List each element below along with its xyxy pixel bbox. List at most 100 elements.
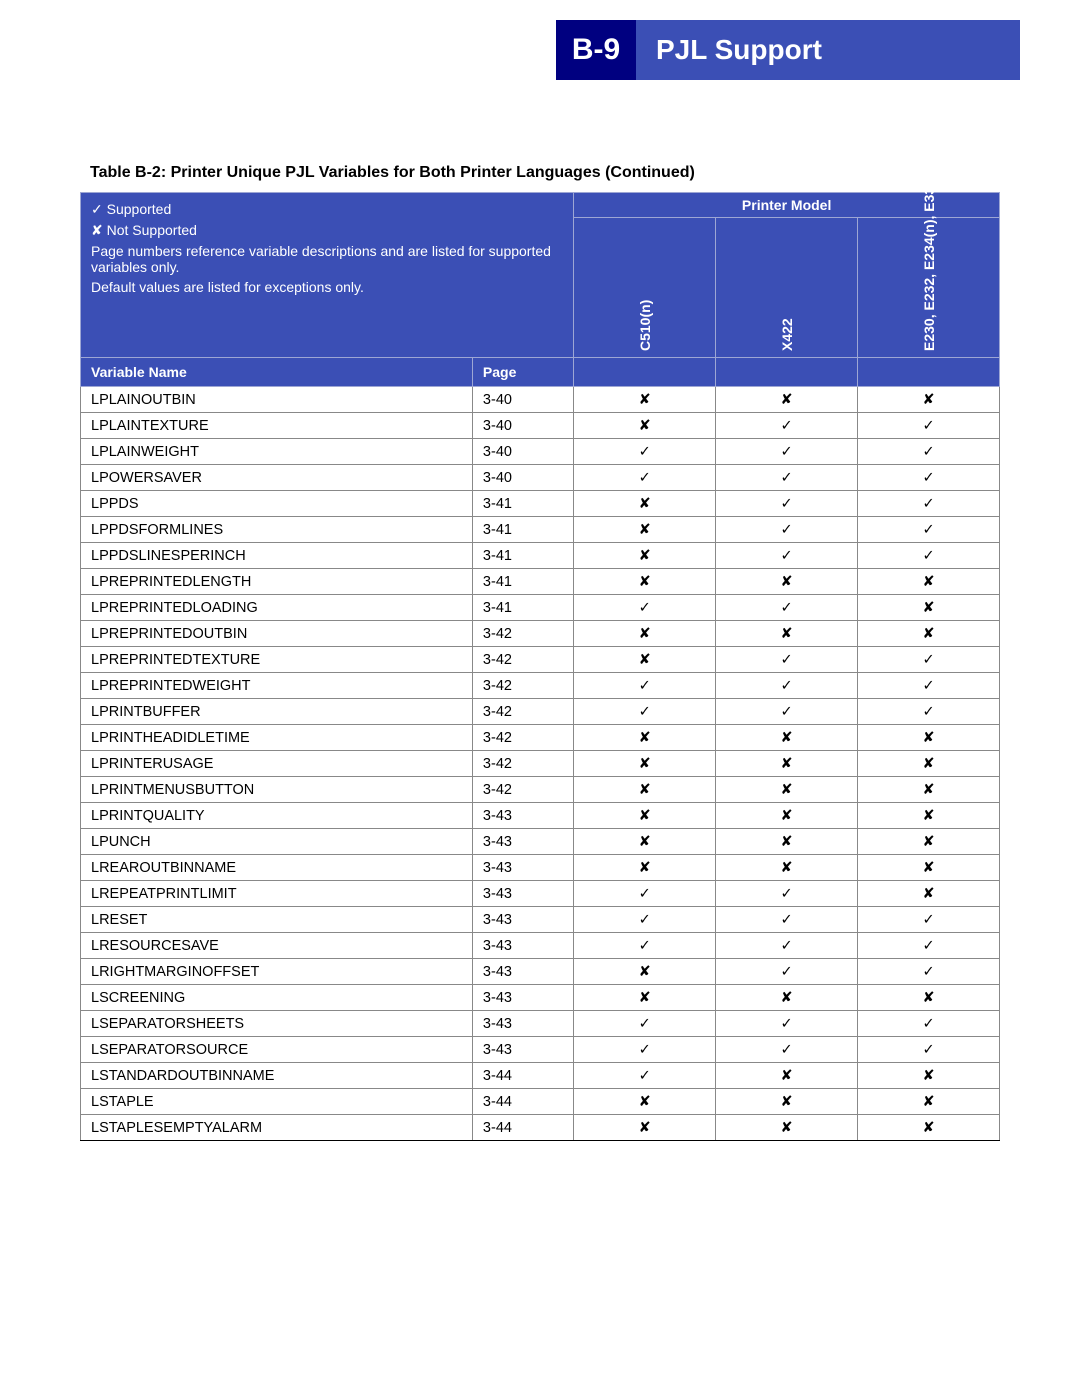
- support-cell: [716, 387, 858, 413]
- check-icon: [639, 1068, 651, 1084]
- support-cell: [716, 1115, 858, 1141]
- support-cell: [858, 673, 1000, 699]
- support-cell: [858, 829, 1000, 855]
- table-row: LPOWERSAVER3-40: [81, 465, 1000, 491]
- check-icon: [781, 522, 793, 538]
- support-cell: [574, 517, 716, 543]
- table-row: LSTAPLESEMPTYALARM3-44: [81, 1115, 1000, 1141]
- page-cell: 3-44: [472, 1115, 573, 1141]
- header-badge: B-9: [556, 20, 636, 80]
- table-row: LREPEATPRINTLIMIT3-43: [81, 881, 1000, 907]
- cross-icon: [922, 392, 934, 408]
- support-cell: [858, 413, 1000, 439]
- variable-name-cell: LPRINTERUSAGE: [81, 751, 473, 777]
- support-cell: [716, 673, 858, 699]
- support-cell: [858, 907, 1000, 933]
- variable-name-cell: LPLAINTEXTURE: [81, 413, 473, 439]
- blank-header: [858, 358, 1000, 387]
- model-col-2: E230, E232, E234(n), E330, E332n: [858, 218, 1000, 358]
- cross-icon: [922, 834, 934, 850]
- cross-icon: [91, 222, 103, 238]
- support-cell: [574, 777, 716, 803]
- cross-icon: [781, 1094, 793, 1110]
- cross-icon: [922, 756, 934, 772]
- table-row: LREAROUTBINNAME3-43: [81, 855, 1000, 881]
- legend-supported: Supported: [107, 201, 172, 217]
- check-icon: [781, 418, 793, 434]
- cross-icon: [922, 574, 934, 590]
- check-icon: [639, 938, 651, 954]
- support-cell: [858, 1037, 1000, 1063]
- page-cell: 3-43: [472, 1011, 573, 1037]
- check-icon: [922, 470, 934, 486]
- support-cell: [574, 569, 716, 595]
- check-icon: [781, 470, 793, 486]
- support-cell: [716, 621, 858, 647]
- check-icon: [781, 1016, 793, 1032]
- cross-icon: [922, 626, 934, 642]
- cross-icon: [781, 756, 793, 772]
- check-icon: [922, 418, 934, 434]
- legend-cell: Supported Not Supported Page numbers ref…: [81, 193, 574, 358]
- content-area: Table B-2: Printer Unique PJL Variables …: [80, 164, 1000, 1141]
- support-cell: [716, 517, 858, 543]
- variable-name-cell: LSTAPLE: [81, 1089, 473, 1115]
- page-cell: 3-44: [472, 1063, 573, 1089]
- check-icon: [922, 444, 934, 460]
- check-icon: [639, 886, 651, 902]
- support-cell: [574, 1115, 716, 1141]
- cross-icon: [639, 756, 651, 772]
- check-icon: [922, 678, 934, 694]
- support-cell: [716, 543, 858, 569]
- blank-header: [716, 358, 858, 387]
- support-cell: [574, 933, 716, 959]
- cross-icon: [639, 1120, 651, 1136]
- support-cell: [858, 543, 1000, 569]
- support-cell: [858, 1011, 1000, 1037]
- cross-icon: [639, 730, 651, 746]
- support-cell: [574, 595, 716, 621]
- check-icon: [639, 470, 651, 486]
- check-icon: [922, 652, 934, 668]
- table-row: LPREPRINTEDLENGTH3-41: [81, 569, 1000, 595]
- table-row: LPLAINOUTBIN3-40: [81, 387, 1000, 413]
- check-icon: [639, 1016, 651, 1032]
- table-row: LPLAINWEIGHT3-40: [81, 439, 1000, 465]
- support-cell: [574, 985, 716, 1011]
- page-cell: 3-42: [472, 699, 573, 725]
- cross-icon: [781, 730, 793, 746]
- check-icon: [639, 678, 651, 694]
- support-cell: [858, 751, 1000, 777]
- variable-name-cell: LREAROUTBINNAME: [81, 855, 473, 881]
- support-cell: [716, 725, 858, 751]
- support-cell: [574, 751, 716, 777]
- cross-icon: [639, 392, 651, 408]
- check-icon: [781, 912, 793, 928]
- support-cell: [574, 673, 716, 699]
- support-cell: [574, 881, 716, 907]
- page-header-col: Page: [472, 358, 573, 387]
- page-cell: 3-41: [472, 491, 573, 517]
- check-icon: [922, 704, 934, 720]
- check-icon: [781, 886, 793, 902]
- page-cell: 3-43: [472, 881, 573, 907]
- cross-icon: [781, 626, 793, 642]
- page-cell: 3-43: [472, 855, 573, 881]
- support-cell: [858, 465, 1000, 491]
- table-row: LPRINTBUFFER3-42: [81, 699, 1000, 725]
- support-cell: [574, 543, 716, 569]
- page-cell: 3-43: [472, 803, 573, 829]
- support-cell: [716, 985, 858, 1011]
- table-row: LPRINTERUSAGE3-42: [81, 751, 1000, 777]
- variable-name-cell: LSEPARATORSOURCE: [81, 1037, 473, 1063]
- support-cell: [858, 933, 1000, 959]
- cross-icon: [639, 548, 651, 564]
- legend-note-2: Default values are listed for exceptions…: [91, 279, 563, 295]
- page-cell: 3-42: [472, 621, 573, 647]
- support-cell: [716, 803, 858, 829]
- page-cell: 3-41: [472, 517, 573, 543]
- check-icon: [639, 444, 651, 460]
- variable-name-cell: LPRINTMENUSBUTTON: [81, 777, 473, 803]
- check-icon: [639, 704, 651, 720]
- page-cell: 3-43: [472, 907, 573, 933]
